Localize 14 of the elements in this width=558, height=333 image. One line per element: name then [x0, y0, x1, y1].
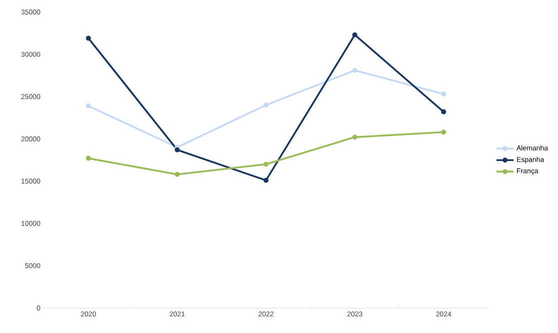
point — [441, 109, 446, 114]
point — [263, 162, 268, 167]
point — [174, 172, 180, 177]
point — [352, 134, 358, 140]
point — [352, 32, 358, 38]
point — [86, 103, 91, 108]
point — [86, 156, 91, 161]
point — [263, 178, 268, 183]
point — [441, 92, 446, 97]
point — [86, 36, 91, 41]
point — [441, 130, 446, 135]
point — [174, 147, 180, 152]
point — [352, 68, 358, 73]
point — [263, 102, 268, 108]
